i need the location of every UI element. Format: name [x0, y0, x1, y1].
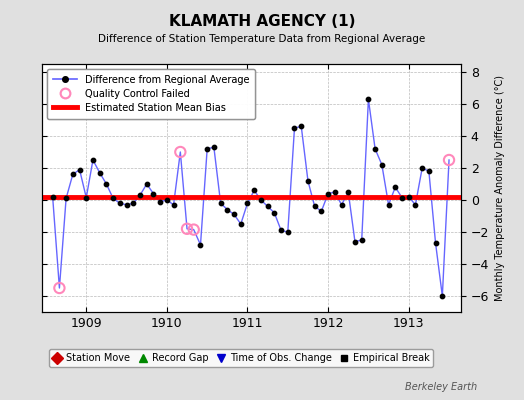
Point [257, 197, 265, 203]
Point [223, 206, 232, 213]
Point [385, 202, 393, 208]
Point [297, 123, 305, 130]
Point [116, 200, 124, 206]
Point [364, 96, 373, 102]
Point [75, 166, 84, 173]
Point [344, 189, 353, 195]
Legend: Difference from Regional Average, Quality Control Failed, Estimated Station Mean: Difference from Regional Average, Qualit… [47, 69, 255, 119]
Point [55, 285, 63, 291]
Legend: Station Move, Record Gap, Time of Obs. Change, Empirical Break: Station Move, Record Gap, Time of Obs. C… [49, 349, 433, 367]
Point [102, 181, 111, 187]
Point [270, 210, 279, 216]
Point [48, 194, 57, 200]
Point [203, 146, 211, 152]
Point [398, 194, 406, 201]
Point [210, 144, 218, 150]
Point [250, 187, 258, 194]
Point [445, 157, 453, 163]
Point [89, 157, 97, 163]
Point [143, 181, 151, 187]
Point [317, 208, 325, 214]
Point [391, 184, 399, 190]
Point [431, 240, 440, 246]
Y-axis label: Monthly Temperature Anomaly Difference (°C): Monthly Temperature Anomaly Difference (… [495, 75, 505, 301]
Point [183, 226, 191, 232]
Point [230, 211, 238, 218]
Text: Berkeley Earth: Berkeley Earth [405, 382, 477, 392]
Point [357, 237, 366, 243]
Point [123, 202, 131, 208]
Point [196, 242, 205, 248]
Point [337, 202, 346, 208]
Point [405, 194, 413, 200]
Point [283, 229, 292, 235]
Point [310, 203, 319, 210]
Point [351, 238, 359, 245]
Point [95, 170, 104, 176]
Point [378, 162, 386, 168]
Point [237, 221, 245, 227]
Point [324, 190, 332, 197]
Text: KLAMATH AGENCY (1): KLAMATH AGENCY (1) [169, 14, 355, 29]
Point [304, 178, 312, 184]
Point [277, 227, 285, 234]
Point [149, 190, 158, 197]
Point [62, 195, 70, 202]
Point [243, 200, 252, 206]
Point [216, 200, 225, 206]
Point [190, 226, 198, 233]
Point [424, 168, 433, 174]
Point [176, 149, 184, 155]
Point [290, 125, 299, 131]
Point [264, 203, 272, 210]
Point [162, 197, 171, 203]
Point [418, 165, 427, 171]
Point [371, 146, 379, 152]
Point [109, 195, 117, 202]
Point [411, 202, 420, 208]
Point [136, 192, 144, 198]
Point [438, 293, 446, 299]
Point [156, 198, 165, 205]
Point [82, 194, 91, 201]
Point [69, 171, 77, 178]
Text: Difference of Station Temperature Data from Regional Average: Difference of Station Temperature Data f… [99, 34, 425, 44]
Point [169, 202, 178, 208]
Point [331, 189, 339, 195]
Point [129, 200, 137, 206]
